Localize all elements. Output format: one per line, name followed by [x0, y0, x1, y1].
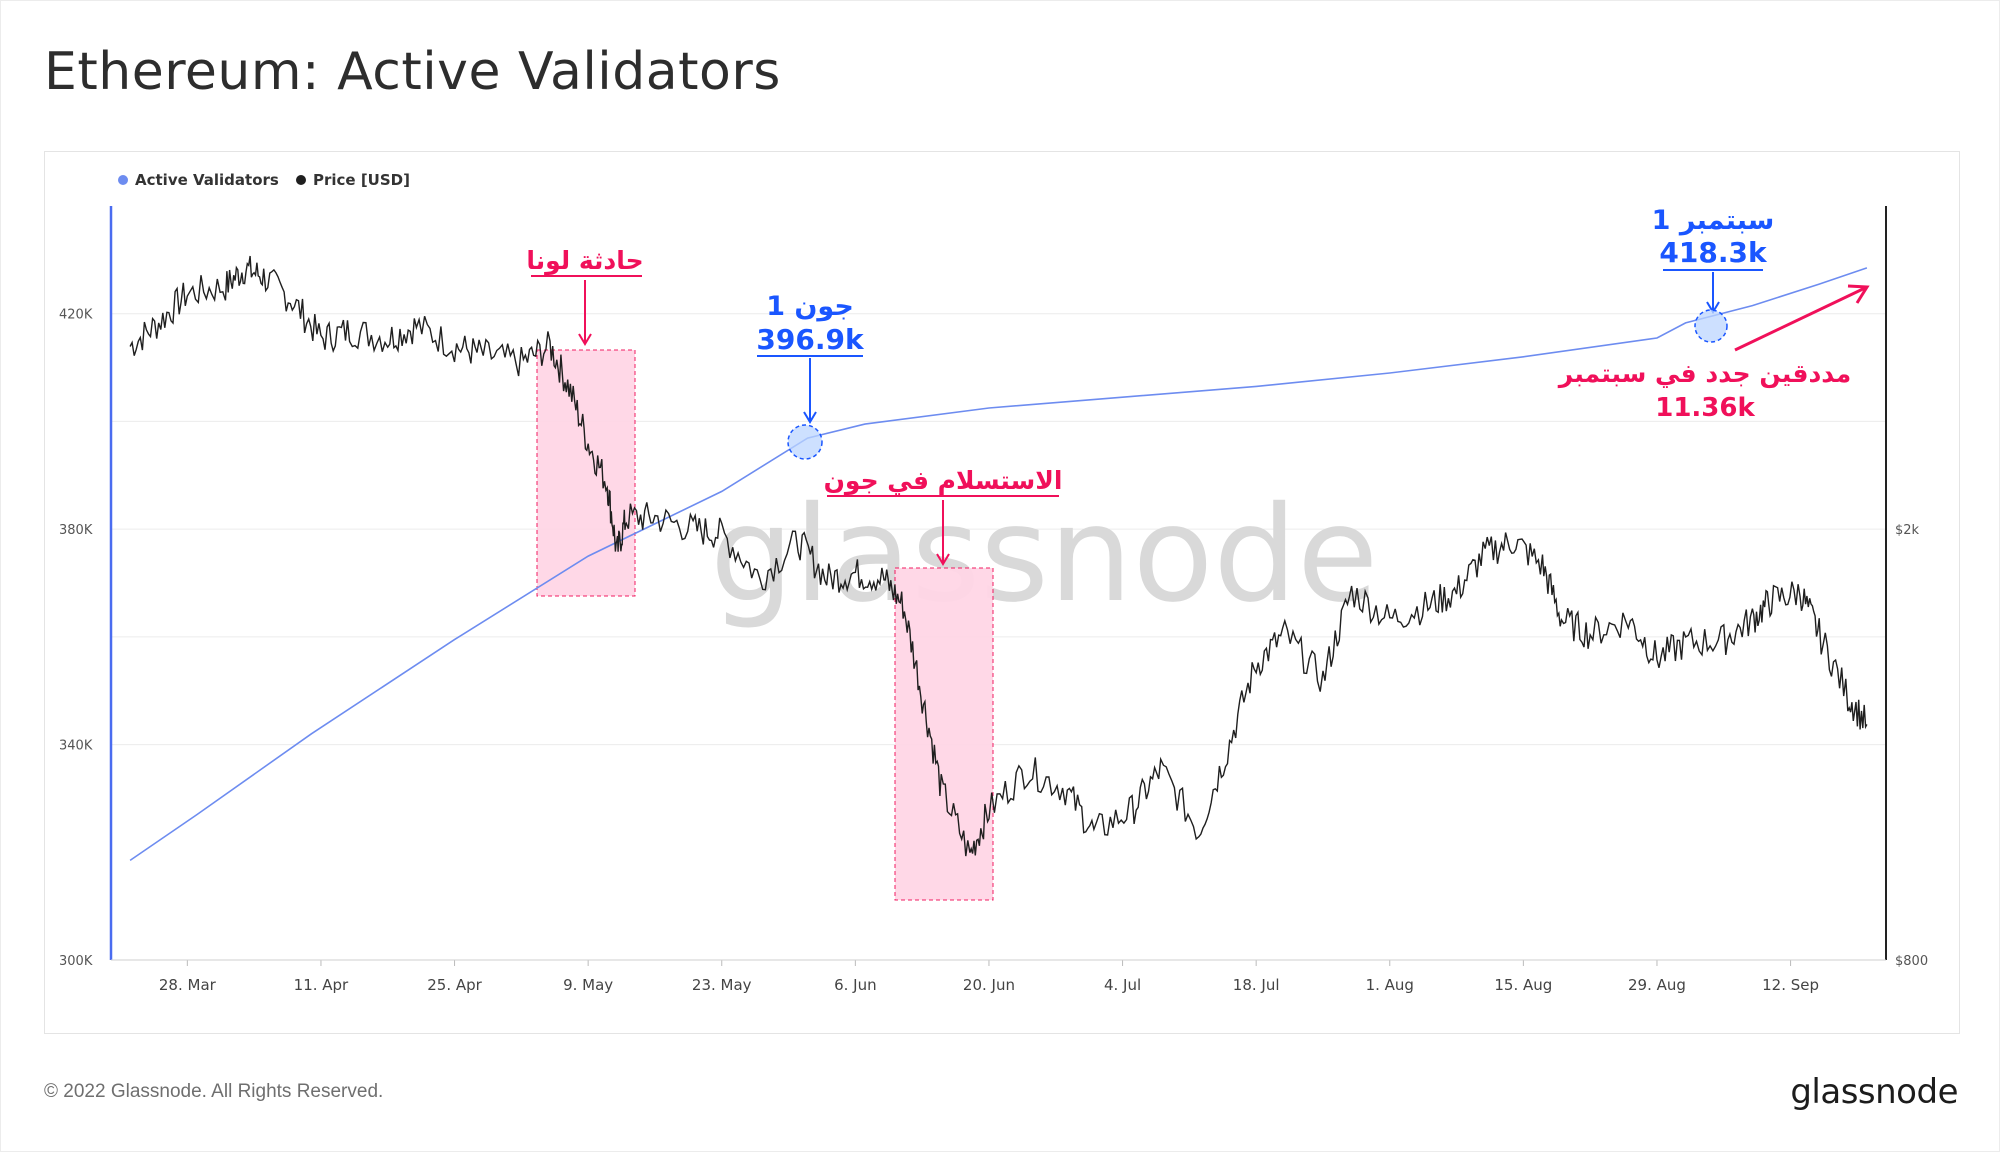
y-left-tick-label: 300K — [59, 954, 93, 969]
x-tick-label: 23. May — [692, 976, 752, 994]
luna-highlight-box — [536, 349, 636, 597]
june1-annotation: 1 جون 396.9k — [756, 291, 865, 460]
x-tick-label: 12. Sep — [1762, 976, 1819, 994]
june1-date-label: 1 جون — [766, 291, 854, 322]
june1-value-label: 396.9k — [756, 323, 865, 356]
luna-annotation-label: حادثة لونا — [526, 246, 643, 276]
chart-frame: Active Validators Price [USD] 300K 340K 38… — [44, 151, 1960, 1034]
sep1-date-label: 1 سبتمبر — [1652, 205, 1775, 236]
x-tick-label: 15. Aug — [1494, 976, 1552, 994]
june1-arrow-head-icon — [803, 411, 817, 424]
x-axis-labels: 28. Mar 11. Apr 25. Apr 9. May 23. May 6. Jun… — [159, 960, 1819, 994]
footer-copyright: © 2022 Glassnode. All Rights Reserved. — [44, 1081, 384, 1102]
sep-new-annotation: مددقين جدد في سبتمبر 11.36k — [1557, 284, 1870, 423]
page-title: Ethereum: Active Validators — [44, 42, 781, 102]
x-tick-label: 25. Apr — [427, 976, 482, 994]
left-axis-labels: 300K 340K 380K 420K — [59, 308, 93, 969]
y-left-tick-label: 420K — [59, 308, 93, 323]
y-right-tick-label: $800 — [1895, 954, 1928, 969]
x-tick-label: 9. May — [563, 976, 613, 994]
x-tick-label: 29. Aug — [1628, 976, 1686, 994]
y-left-tick-label: 380K — [59, 523, 93, 538]
series-line-price-usd — [129, 255, 1868, 857]
x-tick-label: 1. Aug — [1366, 976, 1414, 994]
june1-marker-circle — [787, 424, 823, 460]
chart-svg: Active Validators Price [USD] 300K 340K 38… — [59, 171, 1928, 994]
sep1-value-label: 418.3k — [1659, 236, 1768, 269]
legend-label-price[interactable]: Price [USD] — [313, 171, 410, 189]
luna-annotation: حادثة لونا — [526, 246, 644, 346]
luna-arrow-head-icon — [578, 333, 592, 346]
sep-new-value: 11.36k — [1655, 393, 1755, 423]
x-tick-label: 28. Mar — [159, 976, 217, 994]
legend-dot-price — [296, 175, 306, 185]
x-tick-label: 11. Apr — [294, 976, 349, 994]
watermark: glassnode — [710, 478, 1378, 632]
y-right-tick-label: $2k — [1895, 523, 1920, 538]
x-tick-label: 20. Jun — [963, 976, 1015, 994]
sep-new-label: مددقين جدد في سبتمبر — [1557, 359, 1851, 389]
legend: Active Validators Price [USD] — [118, 171, 410, 189]
footer-logo: glassnode — [1790, 1072, 1958, 1112]
legend-dot-validators — [118, 175, 128, 185]
x-tick-label: 18. Jul — [1233, 976, 1280, 994]
sep1-annotation: 1 سبتمبر 418.3k — [1652, 205, 1775, 343]
x-tick-label: 4. Jul — [1104, 976, 1141, 994]
june-capitulation-label: الاستسلام في جون — [824, 466, 1063, 496]
june-capitulation-annotation: الاستسلام في جون — [824, 466, 1063, 566]
right-axis-labels: $800 $2k — [1895, 523, 1928, 969]
x-tick-label: 6. Jun — [834, 976, 877, 994]
sep1-marker-circle — [1694, 309, 1728, 343]
legend-label-validators[interactable]: Active Validators — [135, 171, 279, 189]
sep-new-arrow-head-icon — [1847, 284, 1870, 304]
sep-new-arrow-line — [1734, 286, 1866, 352]
june-capitulation-arrow-head-icon — [936, 553, 950, 566]
y-left-tick-label: 340K — [59, 739, 93, 754]
june-capitulation-highlight-box — [894, 567, 994, 901]
